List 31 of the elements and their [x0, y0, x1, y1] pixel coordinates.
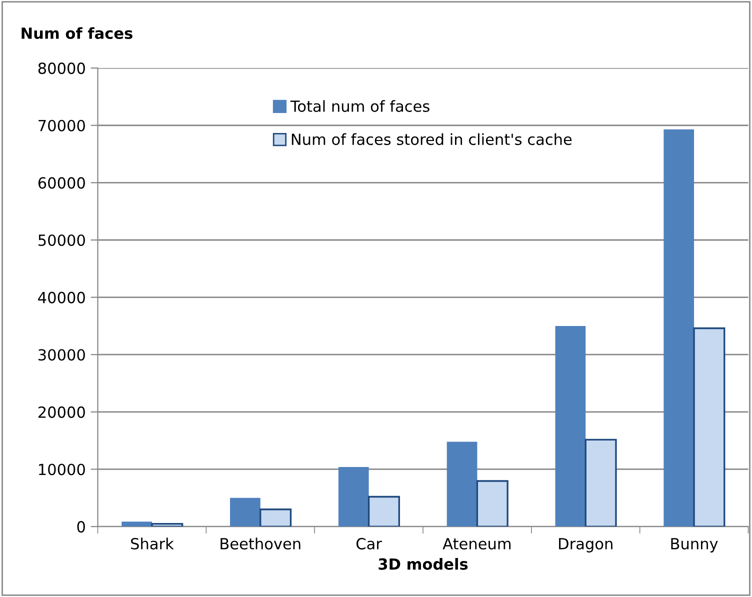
- y-tick-label: 70000: [38, 120, 85, 132]
- x-tick-label: Ateneum: [442, 538, 511, 550]
- bar: [260, 508, 292, 527]
- y-axis-title: Num of faces: [22, 27, 132, 40]
- bar: [555, 326, 586, 527]
- y-tick-label: 40000: [38, 292, 85, 304]
- legend-label: Num of faces stored in client's cache: [292, 133, 572, 146]
- y-tick-label: 50000: [38, 234, 85, 246]
- bar: [151, 522, 184, 527]
- y-tick-label: 30000: [38, 349, 85, 361]
- y-tick-label: 0: [77, 521, 85, 533]
- y-tick-label: 20000: [38, 406, 85, 418]
- legend-label: Total num of faces: [290, 100, 430, 112]
- x-tick-label: Bunny: [671, 538, 718, 552]
- x-tick-label: Shark: [131, 538, 174, 550]
- bar: [230, 498, 260, 527]
- bar: [693, 327, 726, 527]
- bar: [368, 496, 400, 527]
- y-tick-label: 10000: [39, 464, 85, 476]
- bar: [338, 466, 369, 527]
- x-tick-label: Dragon: [559, 538, 612, 552]
- bar: [476, 480, 508, 527]
- bar: [122, 522, 152, 527]
- x-tick-label: Car: [356, 538, 382, 550]
- x-tick-label: Beethoven: [220, 538, 300, 550]
- y-tick-label: 60000: [38, 177, 85, 189]
- bar: [584, 438, 617, 527]
- bar: [446, 442, 478, 527]
- x-axis-title: 3D models: [378, 558, 468, 570]
- y-tick-label: 80000: [38, 62, 85, 74]
- bar: [664, 129, 694, 527]
